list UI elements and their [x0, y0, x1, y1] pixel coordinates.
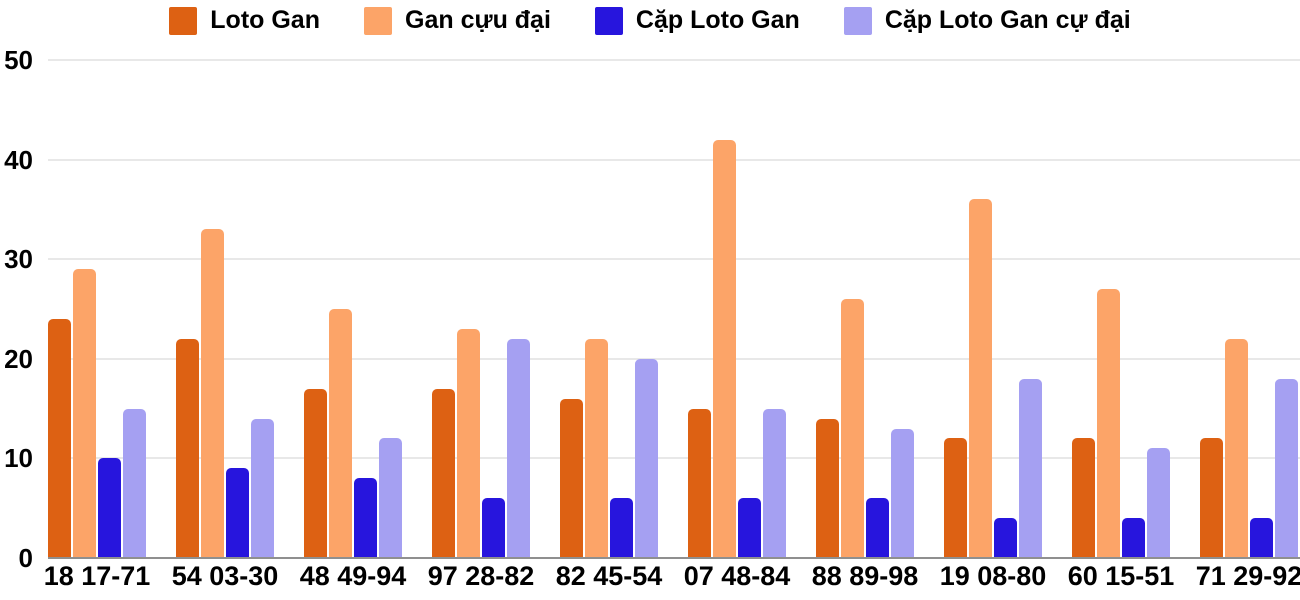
bar-group	[1200, 60, 1298, 558]
x-tick-label: 54 03-30	[171, 561, 279, 591]
bar-group	[560, 60, 658, 558]
bar	[994, 518, 1017, 558]
x-tick-label: 71 29-92	[1195, 561, 1300, 591]
bar-group	[432, 60, 530, 558]
bar	[48, 318, 71, 558]
bar	[610, 498, 633, 558]
legend-swatch-icon	[594, 6, 623, 35]
bar	[1019, 378, 1042, 558]
x-tick-label: 18 17-71	[43, 561, 151, 591]
bar	[866, 498, 889, 558]
y-tick-label: 10	[4, 443, 33, 474]
bar	[1225, 338, 1248, 558]
y-tick-label: 0	[18, 543, 33, 573]
legend-label: Cặp Loto Gan	[635, 6, 800, 34]
legend-item: Loto Gan	[169, 6, 320, 35]
bar	[201, 229, 224, 558]
bar	[482, 498, 505, 558]
legend-item: Gan cựu đại	[364, 6, 551, 35]
bar	[1072, 438, 1095, 558]
bar	[304, 388, 327, 558]
y-tick-label: 20	[4, 343, 33, 374]
legend-label: Loto Gan	[210, 6, 320, 34]
y-axis: 0 10 20 30 40 50	[4, 47, 1300, 571]
gridline	[48, 457, 1300, 460]
bar	[251, 418, 274, 558]
x-tick-label: 48 49-94	[299, 561, 407, 591]
bar-group	[48, 60, 146, 558]
bar	[969, 199, 992, 558]
bar	[688, 408, 711, 558]
bar	[1097, 289, 1120, 558]
bar	[354, 478, 377, 558]
bar-group	[176, 60, 274, 558]
bar	[585, 338, 608, 558]
legend-label: Gan cựu đại	[405, 6, 551, 34]
x-tick-label: 82 45-54	[555, 561, 663, 591]
bar	[329, 309, 352, 558]
legend: Loto Gan Gan cựu đại Cặp Loto Gan Cặp Loto …	[0, 6, 1300, 35]
y-tick-label: 30	[4, 244, 33, 275]
bar	[713, 139, 736, 558]
bar	[763, 408, 786, 558]
x-tick-label: 88 89-98	[811, 561, 919, 591]
x-tick-label: 19 08-80	[939, 561, 1047, 591]
x-tick-label: 60 15-51	[1067, 561, 1175, 591]
bar	[123, 408, 146, 558]
bar	[1275, 378, 1298, 558]
gridline	[48, 258, 1300, 261]
bar	[635, 358, 658, 558]
legend-swatch-icon	[169, 6, 198, 35]
bar-groups	[48, 60, 1300, 558]
y-tick-label: 50	[4, 45, 33, 75]
plot-area: 0 10 20 30 40 50	[4, 47, 1300, 571]
bar	[98, 458, 121, 558]
bar	[944, 438, 967, 558]
bar	[73, 269, 96, 558]
bar-group	[304, 60, 402, 558]
bar	[457, 328, 480, 558]
x-axis-baseline	[48, 557, 1300, 559]
bar	[816, 418, 839, 558]
bar	[891, 428, 914, 558]
gridline	[48, 357, 1300, 360]
legend-swatch-icon	[843, 6, 872, 35]
bar	[432, 388, 455, 558]
bar	[560, 398, 583, 558]
y-tick-label: 40	[4, 144, 33, 175]
bar	[1250, 518, 1273, 558]
bar-group	[944, 60, 1042, 558]
bar	[738, 498, 761, 558]
bar	[176, 338, 199, 558]
bar-group	[688, 60, 786, 558]
bar	[226, 468, 249, 558]
legend-label: Cặp Loto Gan cự đại	[884, 6, 1131, 34]
bar-group	[1072, 60, 1170, 558]
x-tick-label: 97 28-82	[427, 561, 535, 591]
legend-swatch-icon	[364, 6, 392, 35]
bar	[1122, 518, 1145, 558]
gridline	[48, 158, 1300, 161]
gridline	[48, 59, 1300, 61]
bar	[507, 338, 530, 558]
bar-group	[816, 60, 914, 558]
bar	[379, 438, 402, 558]
x-axis: 18 17-71 54 03-30 48 49-94 97 28-82 82 45-54…	[43, 561, 1300, 591]
bar	[841, 299, 864, 558]
x-tick-label: 07 48-84	[683, 561, 791, 591]
legend-item: Cặp Loto Gan	[594, 6, 800, 35]
bar	[1147, 448, 1170, 558]
legend-item: Cặp Loto Gan cự đại	[843, 6, 1131, 35]
bar	[1200, 438, 1223, 558]
